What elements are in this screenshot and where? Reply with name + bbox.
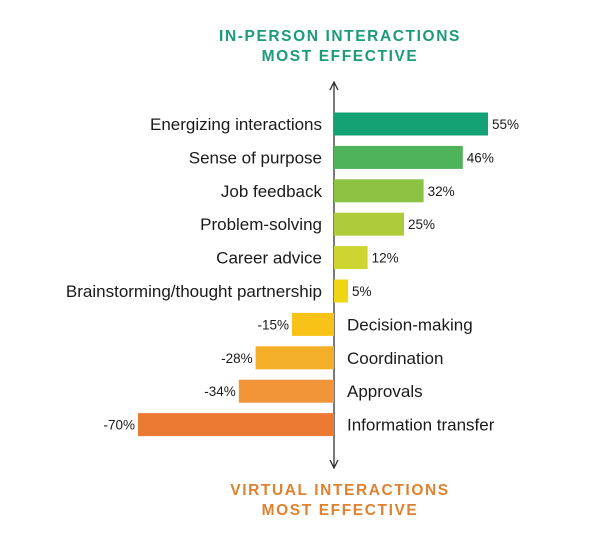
bar-5	[334, 246, 368, 270]
value-label-8: -28%	[221, 351, 253, 366]
value-label-7: -15%	[257, 317, 289, 332]
axis-arrow-up	[329, 80, 339, 91]
category-label-1: Energizing interactions	[150, 115, 322, 134]
bar-2	[334, 145, 463, 169]
category-label-3: Job feedback	[221, 182, 323, 201]
bottom-caption-line-2: MOST EFFECTIVE	[261, 502, 419, 519]
category-label-4: Problem-solving	[200, 215, 322, 234]
value-label-5: 12%	[372, 251, 399, 266]
value-label-10: -70%	[103, 418, 135, 433]
bar-8	[255, 346, 334, 370]
bottom-caption: VIRTUAL INTERACTIONS MOST EFFECTIVE	[0, 481, 600, 521]
value-label-1: 55%	[492, 117, 519, 132]
value-label-4: 25%	[408, 217, 435, 232]
top-caption-line-2: MOST EFFECTIVE	[261, 48, 419, 65]
category-label-8: Coordination	[347, 349, 443, 368]
bottom-caption-line-1: VIRTUAL INTERACTIONS	[230, 482, 450, 499]
bar-4	[334, 212, 404, 236]
category-label-10: Information transfer	[347, 416, 495, 435]
category-label-9: Approvals	[347, 382, 423, 401]
value-label-2: 46%	[467, 150, 494, 165]
bar-9	[238, 379, 334, 403]
bar-1	[334, 112, 488, 136]
value-label-9: -34%	[204, 384, 236, 399]
category-label-5: Career advice	[216, 249, 322, 268]
category-label-2: Sense of purpose	[189, 148, 322, 167]
category-label-6: Brainstorming/thought partnership	[66, 282, 322, 301]
bar-10	[138, 413, 334, 437]
bar-7	[292, 312, 334, 336]
axis-arrow-down	[329, 459, 339, 470]
top-caption-line-1: IN-PERSON INTERACTIONS	[219, 28, 461, 45]
value-label-3: 32%	[428, 184, 455, 199]
bar-3	[334, 179, 424, 203]
value-label-6: 5%	[352, 284, 372, 299]
top-caption: IN-PERSON INTERACTIONS MOST EFFECTIVE	[0, 27, 600, 67]
bar-6	[334, 279, 348, 303]
category-label-7: Decision-making	[347, 315, 473, 334]
